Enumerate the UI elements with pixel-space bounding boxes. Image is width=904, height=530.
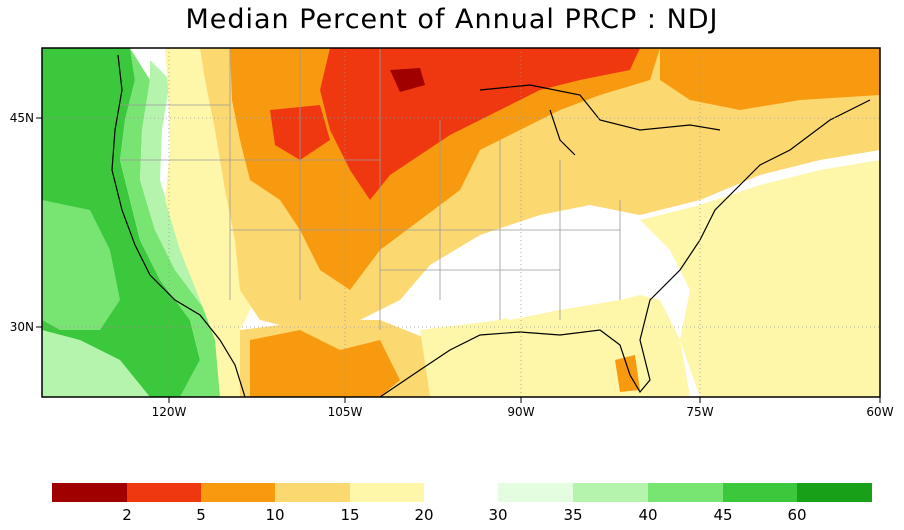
northeast-orange (660, 48, 880, 110)
legend-box-5 (350, 483, 424, 502)
legend-box-10 (797, 483, 872, 502)
legend-label-45: 45 (713, 506, 732, 524)
gulf-coastline (379, 99, 871, 397)
legend-label-5: 5 (196, 506, 206, 524)
legend-label-20: 20 (414, 506, 433, 524)
xtick-60w: 60W (866, 405, 893, 419)
legend-label-40: 40 (638, 506, 657, 524)
legend-box-7 (573, 483, 648, 502)
southeast-white (470, 220, 680, 320)
florida-orange (615, 355, 640, 392)
legend-label-60: 60 (787, 506, 806, 524)
map-border (41, 47, 881, 398)
state-borders (120, 48, 621, 330)
legend-box-4 (275, 483, 350, 502)
precip-field (42, 48, 880, 397)
legend-box-3 (201, 483, 275, 502)
legend-label-2: 2 (122, 506, 132, 524)
legend-label-30: 30 (488, 506, 507, 524)
xtick-105w: 105W (328, 405, 363, 419)
coastlines (111, 54, 871, 397)
ytick-30n: 30N (10, 320, 34, 334)
xtick-90w: 90W (507, 405, 534, 419)
atlantic-pale-yellow (640, 160, 880, 397)
southwest-orange (250, 330, 400, 397)
pacific-pale-green (42, 330, 150, 397)
dakota-dark-red (390, 68, 425, 92)
color-legend: 2 5 10 15 20 30 35 40 45 60 (52, 483, 872, 524)
great-lakes-outline (479, 84, 721, 156)
west-pale-yellow (165, 48, 260, 397)
legend-box-2 (127, 483, 201, 502)
map-title: Median Percent of Annual PRCP : NDJ (185, 4, 719, 35)
legend-label-35: 35 (563, 506, 582, 524)
pacific-green (42, 200, 120, 330)
legend-box-6 (498, 483, 573, 502)
legend-box-8 (648, 483, 723, 502)
legend-label-15: 15 (340, 506, 359, 524)
xtick-120w: 120W (152, 405, 187, 419)
legend-box-9 (723, 483, 797, 502)
xtick-75w: 75W (686, 405, 713, 419)
ytick-45n: 45N (10, 111, 34, 125)
axis-ticks (36, 117, 881, 403)
coast-light-green (120, 48, 230, 397)
west-coastline (111, 54, 246, 397)
legend-label-10: 10 (265, 506, 284, 524)
legend-box-1 (52, 483, 127, 502)
